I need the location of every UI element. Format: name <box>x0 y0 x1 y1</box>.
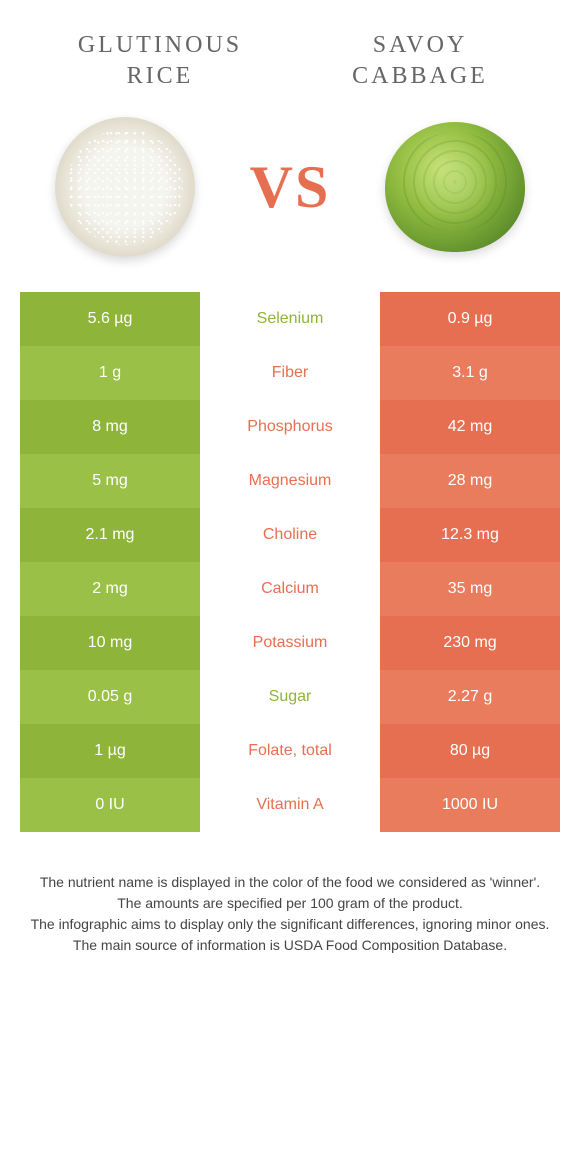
footer-line-2: The amounts are specified per 100 gram o… <box>30 893 550 914</box>
nutrient-name: Magnesium <box>200 454 380 508</box>
vs-label: VS <box>250 153 331 222</box>
left-value: 1 g <box>20 346 200 400</box>
left-value: 2.1 mg <box>20 508 200 562</box>
right-value: 35 mg <box>380 562 560 616</box>
nutrient-name: Vitamin A <box>200 778 380 832</box>
nutrient-name: Selenium <box>200 292 380 346</box>
right-food-title: SAVOY CABBAGE <box>320 30 520 92</box>
nutrient-name: Phosphorus <box>200 400 380 454</box>
right-value: 42 mg <box>380 400 560 454</box>
right-value: 80 µg <box>380 724 560 778</box>
nutrient-name: Calcium <box>200 562 380 616</box>
right-value: 3.1 g <box>380 346 560 400</box>
nutrient-row: 1 µgFolate, total80 µg <box>20 724 560 778</box>
footer-notes: The nutrient name is displayed in the co… <box>0 832 580 976</box>
left-food-title: GLUTINOUS RICE <box>60 30 260 92</box>
nutrient-row: 5.6 µgSelenium0.9 µg <box>20 292 560 346</box>
nutrient-row: 0 IUVitamin A1000 IU <box>20 778 560 832</box>
left-value: 0.05 g <box>20 670 200 724</box>
right-value: 0.9 µg <box>380 292 560 346</box>
left-value: 0 IU <box>20 778 200 832</box>
left-value: 8 mg <box>20 400 200 454</box>
nutrient-name: Choline <box>200 508 380 562</box>
left-value: 5 mg <box>20 454 200 508</box>
nutrient-row: 5 mgMagnesium28 mg <box>20 454 560 508</box>
nutrient-row: 2 mgCalcium35 mg <box>20 562 560 616</box>
right-food-image <box>380 112 530 262</box>
nutrient-row: 10 mgPotassium230 mg <box>20 616 560 670</box>
nutrient-row: 8 mgPhosphorus42 mg <box>20 400 560 454</box>
left-value: 10 mg <box>20 616 200 670</box>
right-value: 1000 IU <box>380 778 560 832</box>
left-value: 5.6 µg <box>20 292 200 346</box>
left-value: 1 µg <box>20 724 200 778</box>
nutrient-name: Fiber <box>200 346 380 400</box>
nutrient-row: 1 gFiber3.1 g <box>20 346 560 400</box>
header: GLUTINOUS RICE SAVOY CABBAGE <box>0 0 580 102</box>
cabbage-icon <box>385 122 525 252</box>
footer-line-4: The main source of information is USDA F… <box>30 935 550 956</box>
right-value: 12.3 mg <box>380 508 560 562</box>
images-row: VS <box>0 102 580 292</box>
nutrient-table: 5.6 µgSelenium0.9 µg1 gFiber3.1 g8 mgPho… <box>20 292 560 832</box>
nutrient-name: Potassium <box>200 616 380 670</box>
footer-line-1: The nutrient name is displayed in the co… <box>30 872 550 893</box>
right-value: 2.27 g <box>380 670 560 724</box>
right-value: 230 mg <box>380 616 560 670</box>
footer-line-3: The infographic aims to display only the… <box>30 914 550 935</box>
nutrient-name: Sugar <box>200 670 380 724</box>
nutrient-name: Folate, total <box>200 724 380 778</box>
nutrient-row: 2.1 mgCholine12.3 mg <box>20 508 560 562</box>
left-value: 2 mg <box>20 562 200 616</box>
left-food-image <box>50 112 200 262</box>
nutrient-row: 0.05 gSugar2.27 g <box>20 670 560 724</box>
rice-bowl-icon <box>55 117 195 257</box>
right-value: 28 mg <box>380 454 560 508</box>
